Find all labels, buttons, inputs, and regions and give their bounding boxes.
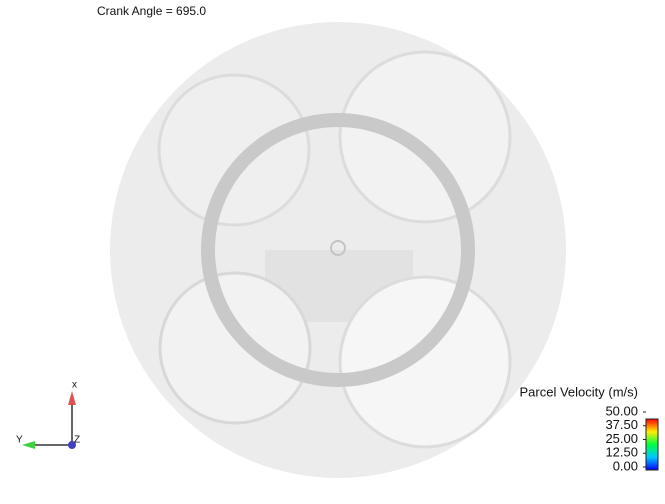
colorbar-tick-label: 0.00 [613, 458, 638, 473]
geometry [110, 22, 566, 478]
legend: Parcel Velocity (m/s) 50.0037.5025.0012.… [520, 384, 658, 473]
z-label: Z [74, 435, 80, 446]
colorbar-tick-label: 12.50 [605, 445, 638, 460]
valve [340, 277, 510, 447]
y-arrow [22, 441, 35, 449]
title: Crank Angle = 695.0 [97, 4, 206, 18]
colorbar-tick-label: 50.00 [605, 403, 638, 418]
x-label: x [72, 380, 77, 391]
valve [340, 52, 510, 222]
x-arrow [68, 391, 76, 405]
colorbar-tick-label: 25.00 [605, 431, 638, 446]
valve [160, 273, 310, 423]
colorbar [646, 419, 658, 470]
legend-title: Parcel Velocity (m/s) [520, 384, 638, 399]
valve [159, 75, 309, 225]
y-label: Y [16, 435, 23, 446]
colorbar-tick-label: 37.50 [605, 417, 638, 432]
axis-triad: x Y Z [16, 380, 80, 449]
viewport: Crank Angle = 695.0 x Y Z Parcel Velocit… [0, 0, 665, 504]
